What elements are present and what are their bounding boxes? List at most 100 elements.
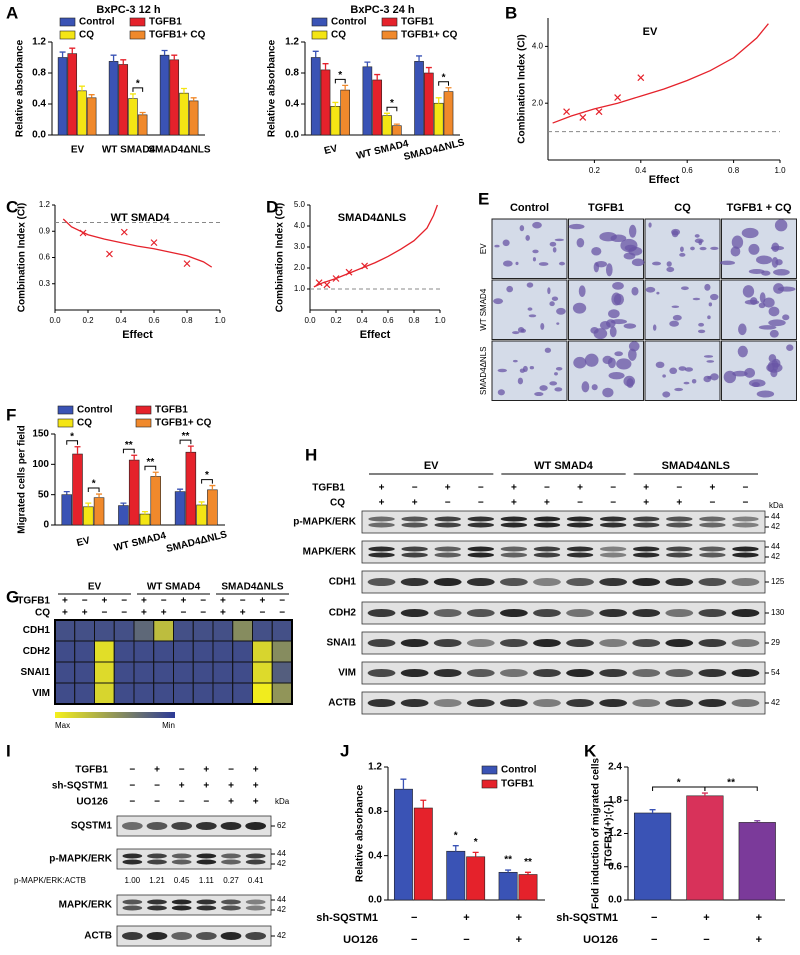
error-bar xyxy=(452,845,459,852)
bar xyxy=(93,497,105,526)
cell-cluster xyxy=(708,302,713,307)
column-label: TGFB1 + CQ xyxy=(726,202,792,214)
condition-label: TGFB1 xyxy=(312,483,345,494)
condition-value: + xyxy=(703,912,709,924)
fit-curve xyxy=(313,204,439,288)
band xyxy=(467,546,495,552)
bar xyxy=(188,100,199,136)
bar xyxy=(362,66,373,136)
cell-cluster xyxy=(497,368,508,373)
band xyxy=(566,669,594,677)
condition-value: + xyxy=(643,483,649,494)
error-bar xyxy=(129,93,136,99)
condition-value: + xyxy=(253,797,259,808)
y-tick-label: 3.0 xyxy=(294,242,306,251)
x-tick-label: 0.6 xyxy=(382,316,394,325)
heatmap-cell xyxy=(74,640,95,663)
bar xyxy=(414,61,424,136)
cell-cluster xyxy=(532,249,539,254)
heatmap-cell xyxy=(232,661,253,684)
band xyxy=(466,578,495,586)
x-axis-title: Effect xyxy=(360,329,391,341)
y-axis-title: Combination Index (CI) xyxy=(517,34,528,143)
bar xyxy=(137,114,148,136)
panel-letter: H xyxy=(305,445,317,464)
heatmap-cell xyxy=(212,661,234,684)
data-point xyxy=(614,94,622,101)
scale-label: Min xyxy=(162,721,175,730)
band xyxy=(599,578,628,586)
data-point xyxy=(79,229,87,237)
cell-cluster xyxy=(671,228,681,236)
x-tick-label: SMAD4ΔNLS xyxy=(148,145,211,156)
condition-value: + xyxy=(756,934,762,946)
band xyxy=(400,669,429,677)
band xyxy=(467,522,495,528)
heatmap-cell xyxy=(192,640,214,663)
y-tick-label: 5.0 xyxy=(294,200,306,209)
heatmap-cell xyxy=(173,619,194,642)
cell-cluster xyxy=(607,357,616,369)
band xyxy=(499,609,528,617)
condition-value: + xyxy=(161,608,167,619)
heatmap-border xyxy=(54,619,293,705)
cell-cluster xyxy=(556,322,560,325)
bar xyxy=(738,822,776,901)
chart-title: EV xyxy=(643,26,658,38)
band xyxy=(699,552,726,558)
panel-letter: E xyxy=(478,189,489,208)
significance-label: ** xyxy=(146,457,154,468)
bar xyxy=(86,97,97,136)
band xyxy=(698,578,727,586)
cell-cluster xyxy=(666,266,675,273)
condition-label: sh-SQSTM1 xyxy=(52,781,109,792)
bar xyxy=(67,53,78,136)
band xyxy=(731,699,760,707)
band-label: MAPK/ERK xyxy=(303,547,357,558)
blot-strip xyxy=(361,540,766,564)
band xyxy=(632,699,661,707)
cell-cluster xyxy=(610,319,627,325)
heatmap-cell xyxy=(153,661,174,684)
y-axis-title: Relative absorbance xyxy=(15,39,26,137)
band xyxy=(221,859,241,865)
band xyxy=(566,699,594,707)
bar xyxy=(72,453,83,526)
bar xyxy=(446,850,466,901)
y-tick-label: 0.4 xyxy=(285,99,299,110)
cell-cluster xyxy=(737,345,748,358)
band xyxy=(196,899,217,905)
band xyxy=(245,899,266,905)
cell-cluster xyxy=(612,281,624,290)
error-bar xyxy=(74,446,81,455)
bar xyxy=(61,494,73,526)
row-label: CDH1 xyxy=(23,625,51,636)
cell-cluster xyxy=(558,261,565,266)
legend-label: TGFB1 xyxy=(149,17,182,28)
band xyxy=(434,522,461,528)
band xyxy=(466,669,495,677)
panel-letter: C xyxy=(6,197,18,216)
chart-title: BxPC-3 12 h xyxy=(96,4,160,16)
significance-bracket xyxy=(704,786,758,792)
band xyxy=(731,609,760,617)
x-tick-label: WT SMAD4 xyxy=(102,145,156,156)
significance-label: * xyxy=(454,830,458,841)
cell-cluster xyxy=(748,243,760,255)
condition-value: − xyxy=(676,483,682,494)
significance-label: ** xyxy=(727,778,735,789)
y-tick-label: 2.0 xyxy=(532,98,544,107)
unit-label: kDa xyxy=(769,501,784,510)
cell-cluster xyxy=(554,238,564,242)
band xyxy=(434,546,461,552)
legend-swatch xyxy=(381,17,398,27)
cell-cluster xyxy=(525,234,530,241)
significance-label: * xyxy=(677,778,681,789)
error-bar xyxy=(649,809,656,813)
band xyxy=(122,859,143,865)
heatmap-cell xyxy=(271,661,293,684)
cell-cluster xyxy=(590,326,599,334)
error-bar xyxy=(425,66,432,73)
heatmap-cell xyxy=(173,640,194,663)
error-bar xyxy=(131,454,138,461)
